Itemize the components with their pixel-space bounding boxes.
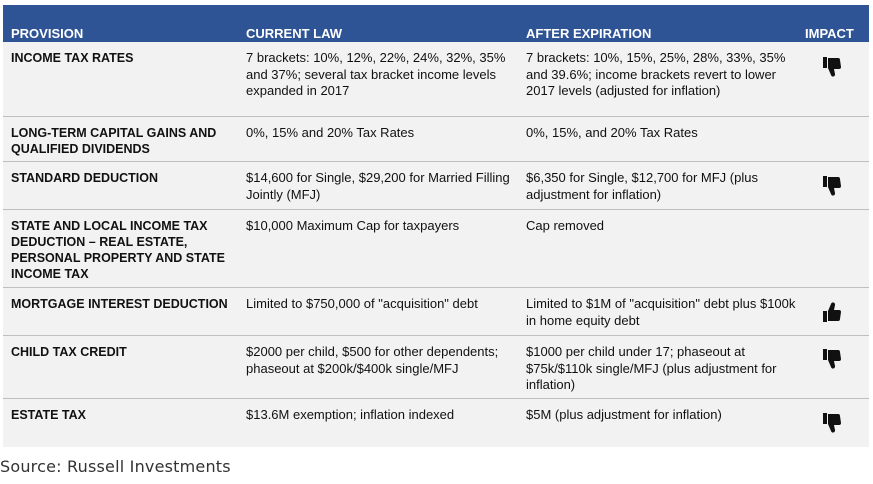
header-impact: IMPACT: [805, 26, 854, 41]
table-row: STANDARD DEDUCTION $14,600 for Single, $2…: [3, 161, 869, 210]
provision-cell: STATE AND LOCAL INCOME TAX DEDUCTION – R…: [11, 219, 225, 281]
table-header: PROVISION CURRENT LAW AFTER EXPIRATION I…: [3, 5, 869, 42]
current-law-cell: $10,000 Maximum Cap for taxpayers: [246, 218, 460, 233]
table-row: STATE AND LOCAL INCOME TAX DEDUCTION – R…: [3, 209, 869, 288]
thumbs-up-icon: [821, 300, 845, 324]
after-expiration-cell: 0%, 15%, and 20% Tax Rates: [526, 125, 698, 140]
provisions-table: PROVISION CURRENT LAW AFTER EXPIRATION I…: [3, 5, 869, 447]
table-row: MORTGAGE INTEREST DEDUCTION Limited to $7…: [3, 287, 869, 336]
table-row: CHILD TAX CREDIT $2000 per child, $500 fo…: [3, 335, 869, 399]
after-expiration-cell: Limited to $1M of "acquisition" debt plu…: [526, 296, 796, 328]
current-law-cell: $14,600 for Single, $29,200 for Married …: [246, 170, 510, 202]
provision-cell: STANDARD DEDUCTION: [11, 171, 158, 185]
after-expiration-cell: $1000 per child under 17; phaseout at $7…: [526, 344, 777, 392]
provision-cell: INCOME TAX RATES: [11, 51, 134, 65]
current-law-cell: 0%, 15% and 20% Tax Rates: [246, 125, 415, 140]
provision-cell: ESTATE TAX: [11, 408, 86, 422]
after-expiration-cell: 7 brackets: 10%, 15%, 25%, 28%, 33%, 35%…: [526, 50, 786, 98]
header-current-law: CURRENT LAW: [246, 26, 343, 41]
header-provision: PROVISION: [11, 26, 84, 41]
thumbs-down-icon: [821, 55, 845, 79]
current-law-cell: Limited to $750,000 of "acquisition" deb…: [246, 296, 478, 311]
provision-cell: MORTGAGE INTEREST DEDUCTION: [11, 297, 228, 311]
thumbs-down-icon: [821, 411, 845, 435]
table-row: LONG-TERM CAPITAL GAINS AND QUALIFIED DI…: [3, 116, 869, 162]
thumbs-down-icon: [821, 174, 845, 198]
current-law-cell: $2000 per child, $500 for other dependen…: [246, 344, 499, 376]
after-expiration-cell: $5M (plus adjustment for inflation): [526, 407, 722, 422]
provision-cell: LONG-TERM CAPITAL GAINS AND QUALIFIED DI…: [11, 126, 217, 156]
after-expiration-cell: $6,350 for Single, $12,700 for MFJ (plus…: [526, 170, 758, 202]
provision-cell: CHILD TAX CREDIT: [11, 345, 127, 359]
current-law-cell: 7 brackets: 10%, 12%, 22%, 24%, 32%, 35%…: [246, 50, 506, 98]
current-law-cell: $13.6M exemption; inflation indexed: [246, 407, 455, 422]
table-row: INCOME TAX RATES 7 brackets: 10%, 12%, 22…: [3, 42, 869, 116]
thumbs-down-icon: [821, 347, 845, 371]
source-note: Source: Russell Investments: [0, 457, 231, 476]
header-after-expiration: AFTER EXPIRATION: [526, 26, 652, 41]
table-row: ESTATE TAX $13.6M exemption; inflation in…: [3, 398, 869, 448]
after-expiration-cell: Cap removed: [526, 218, 605, 233]
